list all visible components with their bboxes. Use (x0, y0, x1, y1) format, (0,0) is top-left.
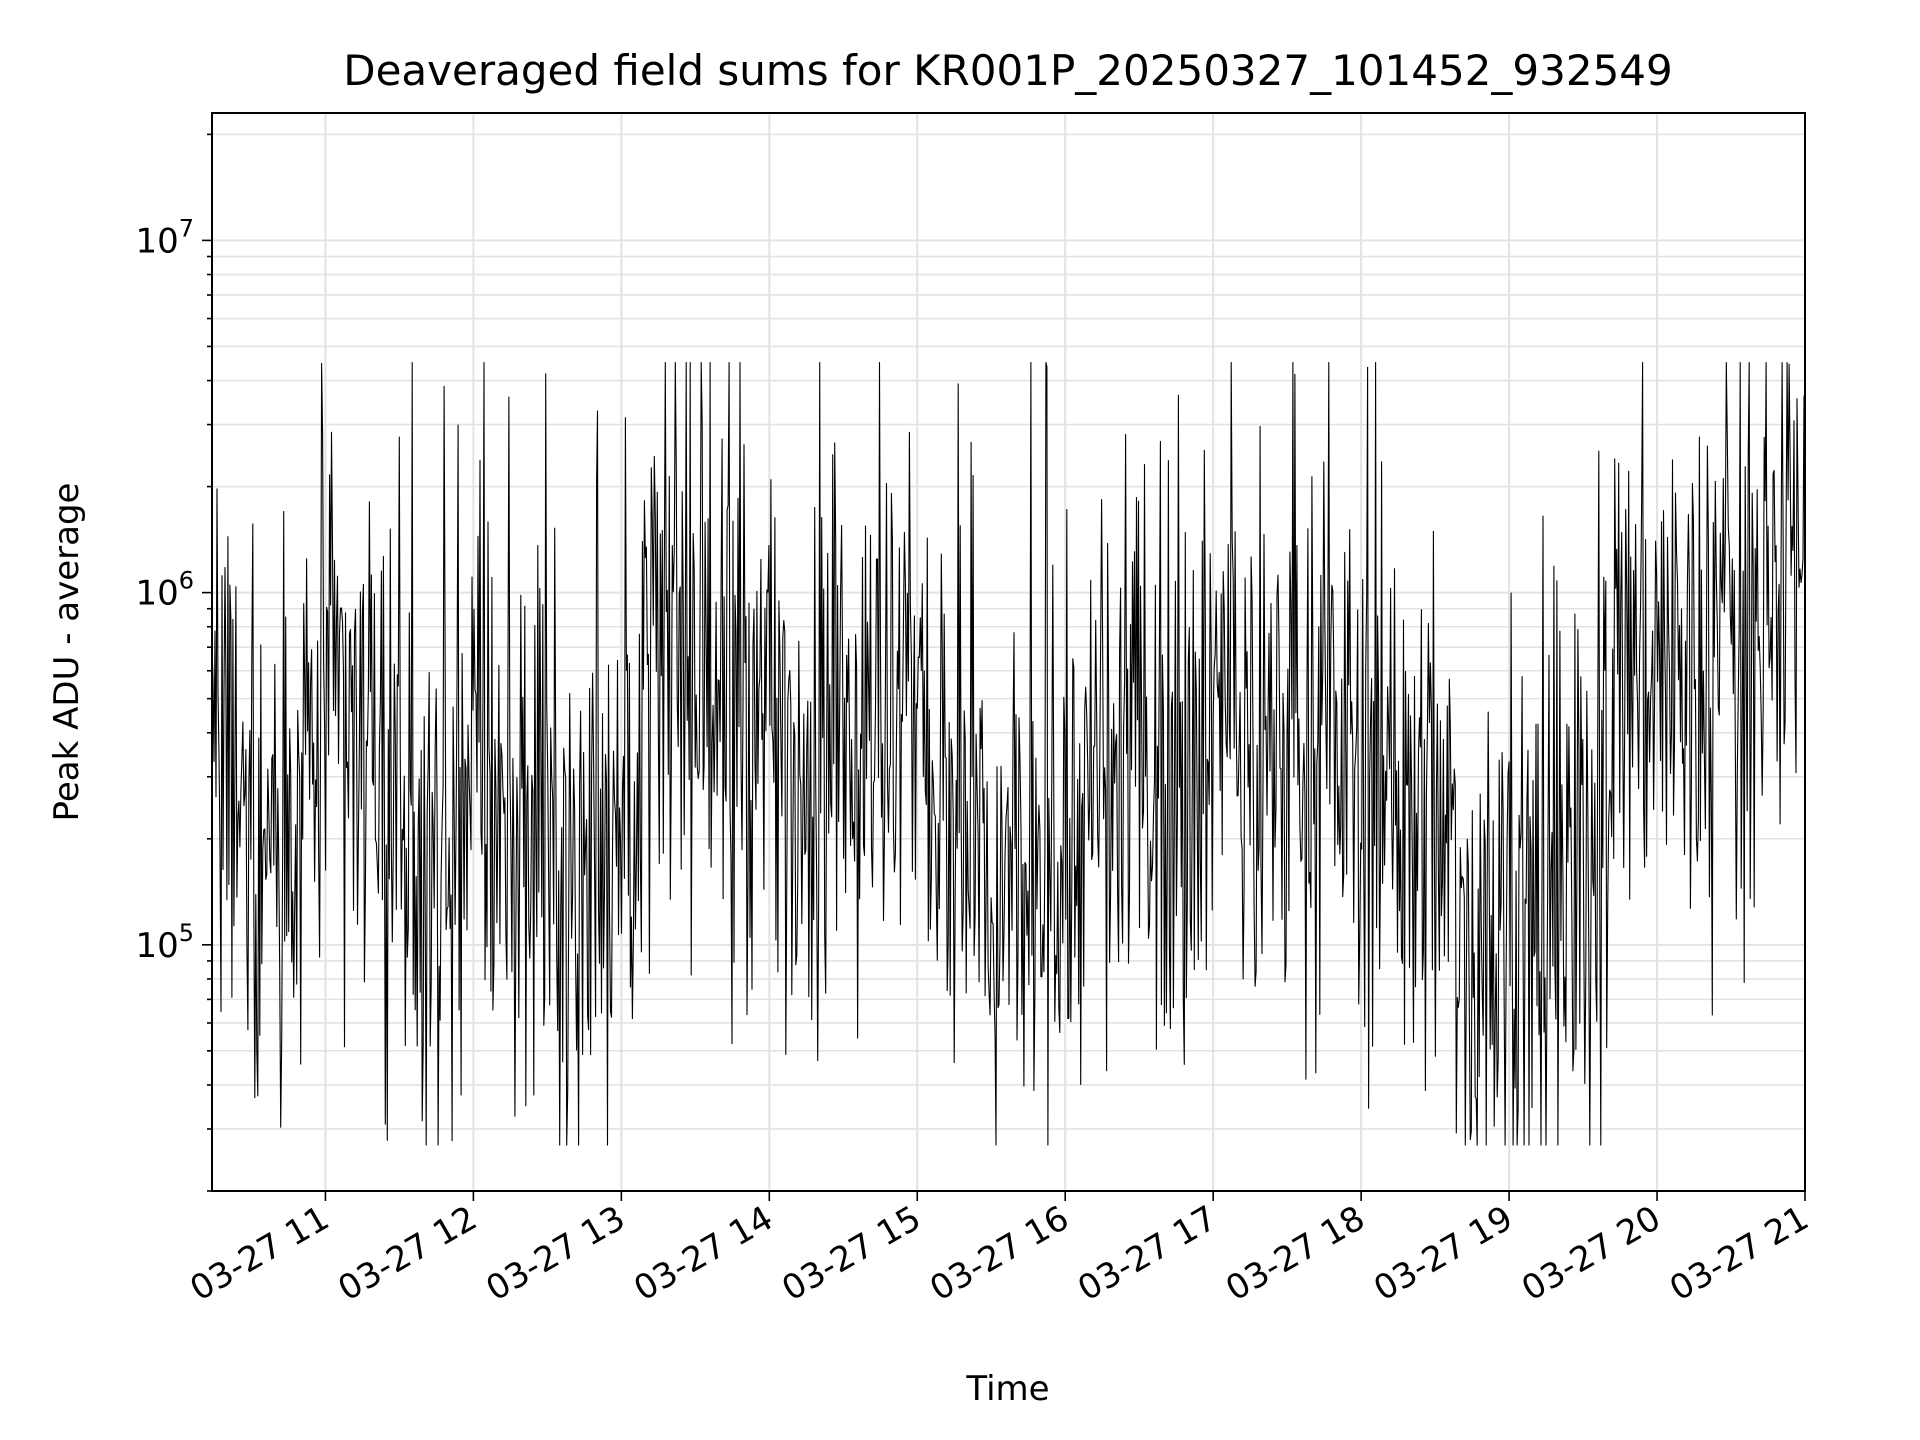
y-axis-label: Peak ADU - average (47, 483, 87, 822)
y-tick-label: 107 (135, 214, 194, 261)
x-axis-label: Time (965, 1369, 1049, 1409)
y-tick-label: 106 (135, 567, 194, 614)
plot-frame (211, 112, 1806, 1192)
y-axis-ticks: 105 106 107 (135, 133, 212, 1192)
series-line (212, 361, 1805, 1146)
y-tick-label: 105 (135, 919, 194, 966)
chart-title: Deaveraged field sums for KR001P_2025032… (343, 46, 1673, 95)
